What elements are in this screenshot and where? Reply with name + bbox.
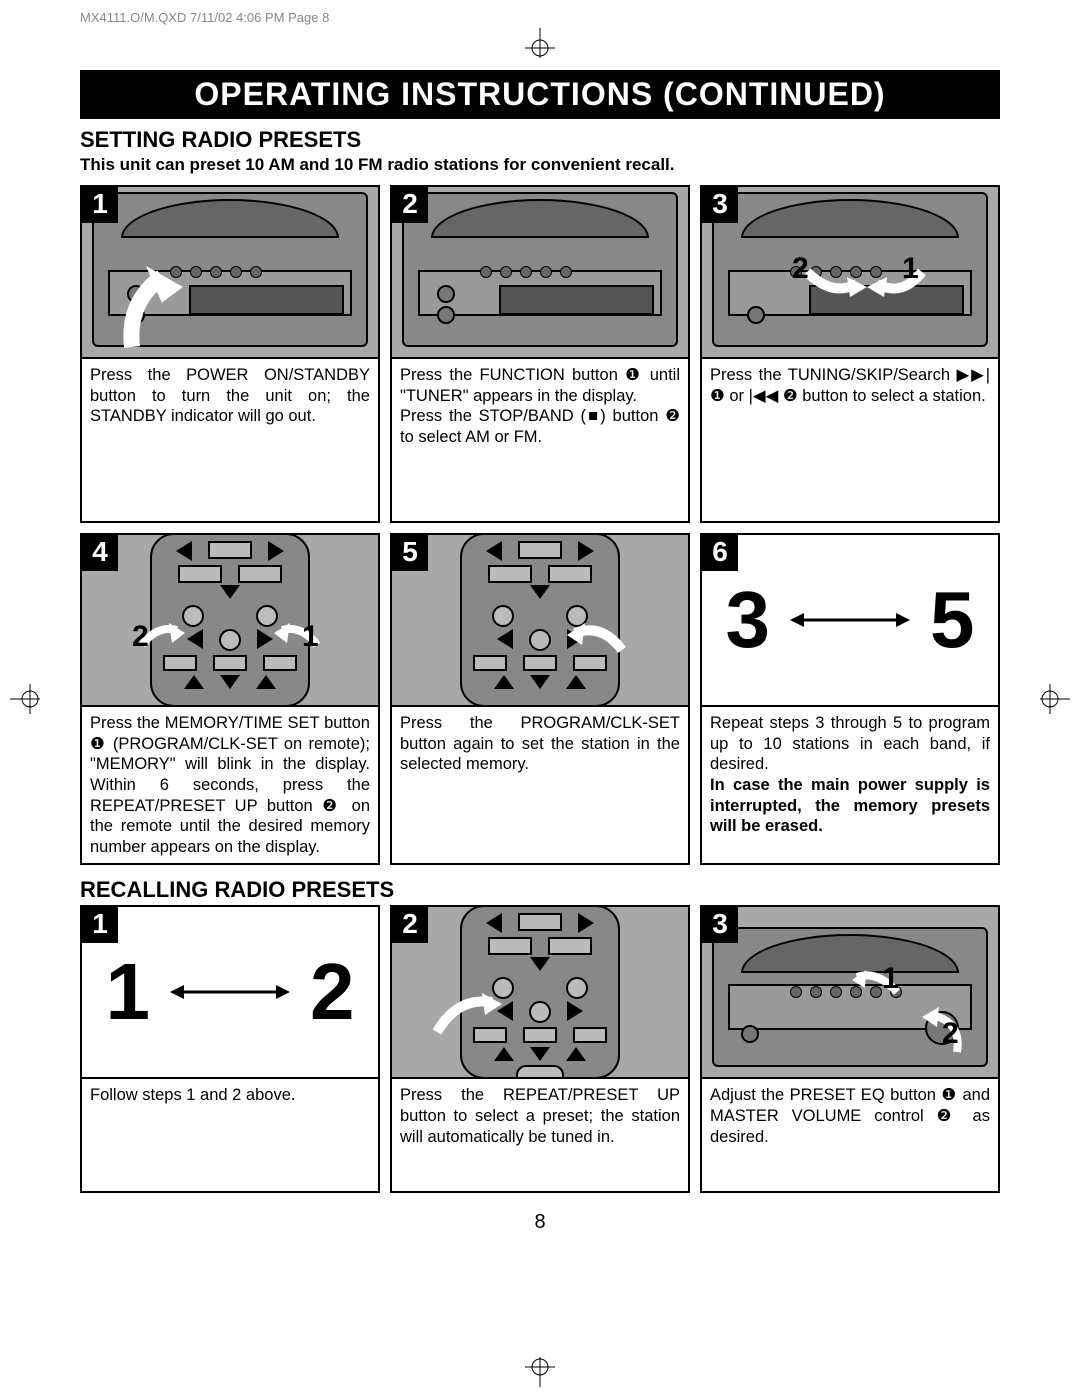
- step-number: 1: [82, 187, 118, 223]
- callout-2: 2: [942, 1017, 959, 1051]
- callout-1: 1: [882, 962, 899, 996]
- page-banner: OPERATING INSTRUCTIONS (CONTINUED): [80, 70, 1000, 119]
- section-title-recalling: RECALLING RADIO PRESETS: [80, 877, 1000, 903]
- range-start: 3: [726, 574, 771, 666]
- step-text-bold: In case the main power supply is interru…: [710, 776, 990, 835]
- crop-mark-right: [1030, 679, 1070, 719]
- step-number: 2: [392, 907, 428, 943]
- repeat-range: 1 2: [82, 907, 378, 1077]
- step-cell: 1 1 2 Follow steps 1 and 2 above.: [80, 905, 380, 1193]
- step-cell: 1 Press the POWER ON/STANDBY button to t…: [80, 185, 380, 523]
- step-illustration: 6 3 5: [702, 535, 998, 707]
- step-illustration: 3 1 2: [702, 907, 998, 1079]
- callout-1: 1: [302, 620, 319, 654]
- step-cell: 3 2 1 Press the TUNING/SKIP/Search ▶▶| ❶…: [700, 185, 1000, 523]
- step-text: Follow steps 1 and 2 above.: [82, 1079, 378, 1191]
- section-title-setting: SETTING RADIO PRESETS: [80, 127, 1000, 153]
- arrow-icon: [567, 615, 632, 665]
- step-cell: 2 Press the REPEAT/PRESET UP button to s…: [390, 905, 690, 1193]
- step-illustration: 2: [392, 187, 688, 359]
- step-illustration: 2: [392, 907, 688, 1079]
- range-end: 2: [310, 946, 355, 1038]
- step-illustration: 1: [82, 187, 378, 359]
- arrow-icon: [122, 262, 192, 352]
- crop-mark-top: [520, 28, 560, 68]
- stereo-icon: [402, 192, 678, 347]
- step-illustration: 4 2 1: [82, 535, 378, 707]
- step-number: 1: [82, 907, 118, 943]
- step-cell: 2 Press the FUNCTION button ❶ until "TUN…: [390, 185, 690, 523]
- step-cell: 4 2 1: [80, 533, 380, 865]
- step-number: 4: [82, 535, 118, 571]
- page-number: 8: [80, 1211, 1000, 1234]
- step-text-plain: Repeat steps 3 through 5 to program up t…: [710, 714, 990, 773]
- step-illustration: 1 1 2: [82, 907, 378, 1079]
- range-start: 1: [106, 946, 151, 1038]
- arrow-icon: [427, 987, 507, 1042]
- range-end: 5: [930, 574, 975, 666]
- file-header: MX4111.O/M.QXD 7/11/02 4:06 PM Page 8: [80, 10, 1000, 25]
- repeat-range: 3 5: [702, 535, 998, 705]
- step-text: Press the REPEAT/PRESET UP button to sel…: [392, 1079, 688, 1191]
- callout-1: 1: [902, 252, 919, 286]
- step-cell: 5 Press the PROGRAM/CLK-SET button again…: [390, 533, 690, 865]
- double-arrow-icon: [790, 605, 910, 635]
- callout-2: 2: [792, 252, 809, 286]
- step-text: Press the TUNING/SKIP/Search ▶▶| ❶ or |◀…: [702, 359, 998, 521]
- step-number: 6: [702, 535, 738, 571]
- step-illustration: 3 2 1: [702, 187, 998, 359]
- step-cell: 6 3 5 Repeat steps 3 through 5 to progra…: [700, 533, 1000, 865]
- step-number: 3: [702, 187, 738, 223]
- crop-mark-left: [10, 679, 50, 719]
- recalling-grid: 1 1 2 Follow steps 1 and 2 above. 2: [80, 905, 1000, 1193]
- section-subtitle-setting: This unit can preset 10 AM and 10 FM rad…: [80, 155, 1000, 175]
- step-text: Adjust the PRESET EQ button ❶ and MASTER…: [702, 1079, 998, 1191]
- step-number: 3: [702, 907, 738, 943]
- step-number: 5: [392, 535, 428, 571]
- step-text: Press the MEMORY/TIME SET button ❶ (PROG…: [82, 707, 378, 863]
- crop-mark-bottom: [520, 1347, 560, 1387]
- step-text: Press the POWER ON/STANDBY button to tur…: [82, 359, 378, 521]
- step-number: 2: [392, 187, 428, 223]
- step-text: Repeat steps 3 through 5 to program up t…: [702, 707, 998, 863]
- setting-grid: 1 Press the POWER ON/STANDBY button to t…: [80, 185, 1000, 865]
- step-text: Press the PROGRAM/CLK-SET button again t…: [392, 707, 688, 863]
- step-illustration: 5: [392, 535, 688, 707]
- callout-2: 2: [132, 620, 149, 654]
- double-arrow-icon: [170, 977, 290, 1007]
- step-text: Press the FUNCTION button ❶ until "TUNER…: [392, 359, 688, 521]
- step-cell: 3 1 2 Adjust the PRESET EQ bu: [700, 905, 1000, 1193]
